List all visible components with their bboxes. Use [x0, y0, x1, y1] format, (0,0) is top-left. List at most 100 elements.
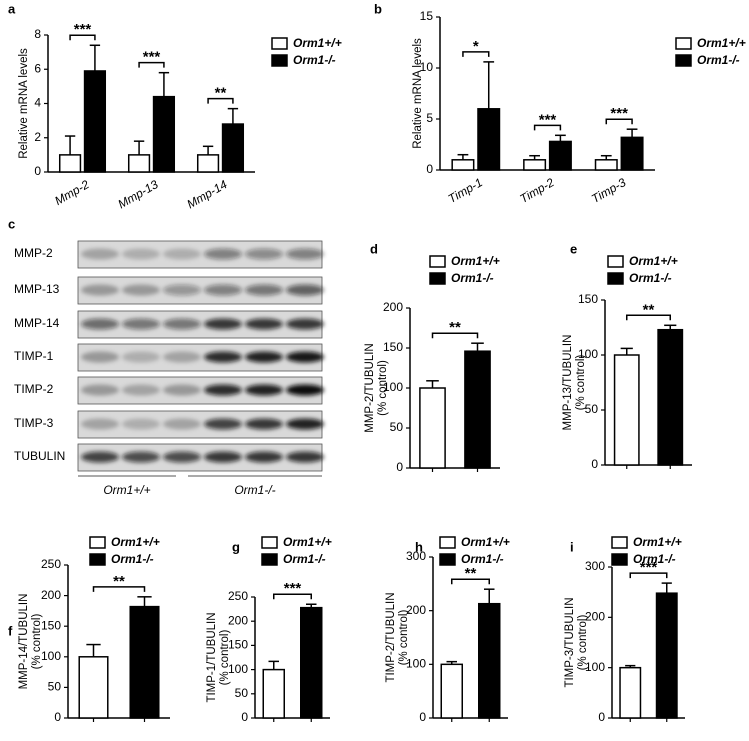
blot-band [122, 248, 160, 260]
blot-band [81, 284, 119, 296]
blot-band [81, 318, 119, 330]
y-tick-label: 200 [41, 588, 61, 602]
significance-bracket [92, 586, 146, 592]
blot-band [122, 351, 160, 363]
bar [127, 154, 151, 173]
panel: b 0 5 10 15 Relative mRNA levels Timp-1 * Timp-2… [374, 1, 746, 206]
blot-band [204, 384, 242, 396]
blot-band [245, 451, 283, 463]
y-tick-label: 0 [419, 710, 426, 724]
blot-band [204, 451, 242, 463]
y-tick-label: 200 [228, 613, 248, 627]
y-axis-label: MMP-13/TUBULIN [562, 335, 574, 431]
y-axis-label: (% control) [219, 630, 231, 686]
y-tick-label: 150 [228, 638, 248, 652]
bar [129, 605, 160, 719]
blot-band [81, 351, 119, 363]
blot-band [163, 248, 201, 260]
y-axis-label: TIMP-3/TUBULIN [564, 597, 576, 687]
y-tick-label: 100 [585, 660, 605, 674]
y-axis-label: TIMP-2/TUBULIN [385, 592, 397, 682]
legend-label: Orm1+/+ [633, 535, 682, 549]
significance-label: ** [449, 319, 461, 336]
panel: f 0 50 100 150 200 250 MMP-14/TUBULIN (% control… [8, 535, 170, 724]
y-axis-label: MMP-2/TUBULIN [364, 343, 376, 432]
y-tick-label: 0 [426, 162, 433, 176]
blot-band [286, 351, 324, 363]
blot-band [286, 418, 324, 430]
blot: c MMP-2 MMP-13 MMP-14 TIMP-1 TIMP-2 TIMP-3 TUBU… [8, 216, 324, 497]
blot-band [286, 384, 324, 396]
blot-band [245, 284, 283, 296]
blot-band [122, 418, 160, 430]
legend-label: Orm1-/- [461, 552, 504, 566]
legend-swatch [261, 536, 278, 549]
blot-band [81, 248, 119, 260]
y-axis-label: Relative mRNA levels [18, 48, 30, 159]
panel: a 0 2 4 6 8 Relative mRNA levels Mmp-2 *** Mmp-13… [8, 1, 342, 211]
panel-label: i [570, 539, 574, 554]
legend-swatch [89, 536, 106, 549]
blot-row-label: TUBULIN [14, 449, 65, 463]
legend-label: Orm1-/- [629, 271, 672, 285]
legend-label: Orm1+/+ [451, 254, 500, 268]
y-tick-label: 150 [578, 292, 598, 306]
blot-band [163, 318, 201, 330]
panel-label: d [370, 241, 378, 256]
legend-swatch [611, 553, 628, 566]
y-tick-label: 50 [48, 680, 62, 694]
significance-label: * [473, 38, 479, 55]
y-tick-label: 100 [41, 649, 61, 663]
blot-row-label: MMP-14 [14, 316, 60, 330]
x-tick-label: Timp-3 [589, 175, 629, 206]
blot-band [81, 418, 119, 430]
y-axis-label: (% control) [577, 615, 589, 671]
y-tick-label: 200 [585, 610, 605, 624]
bar [613, 354, 640, 466]
legend-swatch [607, 255, 624, 268]
y-tick-label: 50 [585, 402, 599, 416]
panel-label: f [8, 623, 13, 638]
legend-swatch [271, 37, 288, 50]
group-label: Orm1+/+ [103, 483, 150, 497]
blot-band [81, 451, 119, 463]
significance-label: ** [465, 565, 477, 582]
legend-label: Orm1+/+ [293, 36, 342, 50]
blot-band [245, 351, 283, 363]
significance-bracket [207, 97, 234, 104]
significance-bracket [605, 118, 633, 125]
blot-band [81, 384, 119, 396]
y-tick-label: 300 [406, 549, 426, 563]
bar [619, 666, 642, 719]
bar [196, 154, 220, 173]
blot-band [163, 418, 201, 430]
blot-band [122, 384, 160, 396]
bar [594, 159, 618, 171]
y-tick-label: 0 [54, 710, 61, 724]
blot-band [204, 248, 242, 260]
legend-swatch [89, 553, 106, 566]
legend-label: Orm1+/+ [283, 535, 332, 549]
blot-band [245, 384, 283, 396]
bar [440, 663, 463, 719]
bar [221, 123, 245, 173]
legend-label: Orm1-/- [633, 552, 676, 566]
blot-row-label: MMP-13 [14, 282, 60, 296]
legend-swatch [611, 536, 628, 549]
blot-band [204, 318, 242, 330]
bar [451, 159, 475, 171]
legend-label: Orm1+/+ [629, 254, 678, 268]
y-tick-label: 100 [578, 347, 598, 361]
y-axis-label: Relative mRNA levels [412, 38, 424, 149]
bar [523, 159, 547, 171]
panel: g 0 50 100 150 200 250 TIMP-1/TUBULIN (% control… [206, 535, 332, 724]
y-axis-label: (% control) [31, 614, 43, 670]
bar [262, 668, 285, 719]
y-tick-label: 150 [383, 340, 403, 354]
bar [548, 140, 572, 171]
panel-label: c [8, 216, 15, 231]
significance-label: *** [539, 111, 557, 128]
panel: e 0 50 100 150 MMP-13/TUBULIN (% control) ** Orm… [562, 241, 692, 471]
y-tick-label: 250 [41, 557, 61, 571]
y-tick-label: 10 [420, 60, 434, 74]
